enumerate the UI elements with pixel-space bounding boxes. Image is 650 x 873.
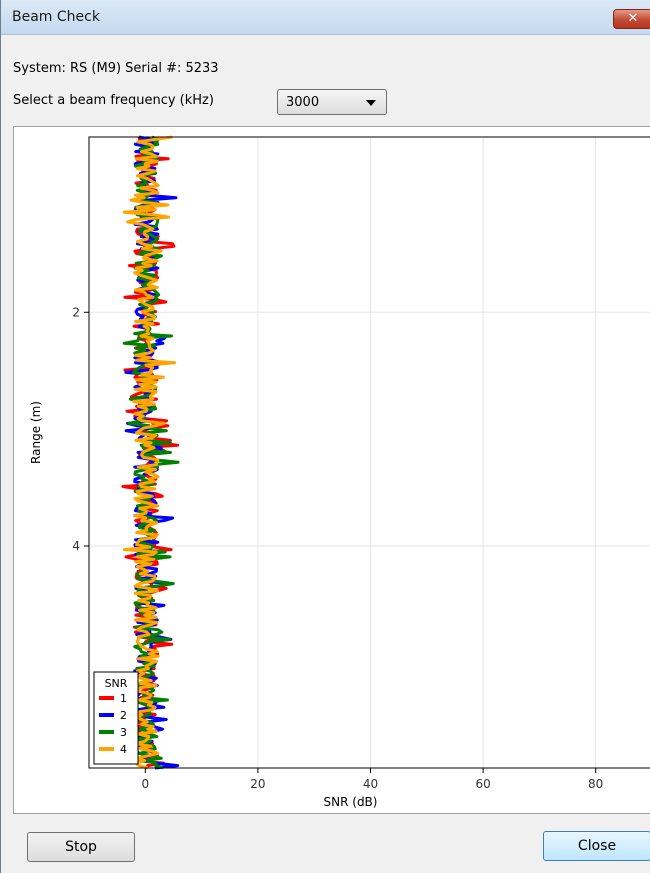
plot-panel: 0 20 40 60 80 2 4 SNR (dB) Range (m) SNR 1 2 3 4: [13, 126, 650, 814]
legend-entry-1: 1: [120, 692, 127, 705]
x-tick-label: 0: [141, 777, 149, 791]
beam-4-series-line: [122, 135, 177, 770]
x-axis-label: SNR (dB): [324, 795, 378, 809]
legend-entry-3: 3: [120, 726, 127, 739]
x-tick-label: 80: [588, 777, 603, 791]
stop-button[interactable]: Stop: [27, 832, 135, 862]
system-info: System: RS (M9) Serial #: 5233: [13, 61, 219, 76]
legend-title: SNR: [105, 677, 128, 690]
y-axis-label: Range (m): [29, 401, 43, 464]
close-window-icon[interactable]: ✕: [613, 9, 650, 29]
title-bar: Beam Check ✕: [1, 0, 650, 35]
dropdown-arrow-icon[interactable]: [366, 100, 376, 106]
window-title: Beam Check: [12, 9, 100, 25]
plot-area: [89, 137, 650, 768]
x-tick-label: 60: [475, 777, 490, 791]
snr-range-chart: 0 20 40 60 80 2 4 SNR (dB) Range (m) SNR 1 2 3 4: [29, 135, 650, 809]
frequency-selected-value: 3000: [286, 95, 320, 110]
frequency-label: Select a beam frequency (kHz): [13, 93, 214, 108]
x-tick-label: 20: [250, 777, 265, 791]
legend-entry-2: 2: [120, 709, 127, 722]
x-tick-label: 40: [363, 777, 378, 791]
y-tick-label: 4: [72, 539, 80, 553]
close-button[interactable]: Close: [543, 831, 650, 861]
legend-entry-4: 4: [120, 743, 127, 756]
y-tick-label: 2: [72, 305, 80, 319]
beam-3-series-line: [122, 135, 180, 770]
frequency-select[interactable]: 3000: [277, 89, 387, 115]
